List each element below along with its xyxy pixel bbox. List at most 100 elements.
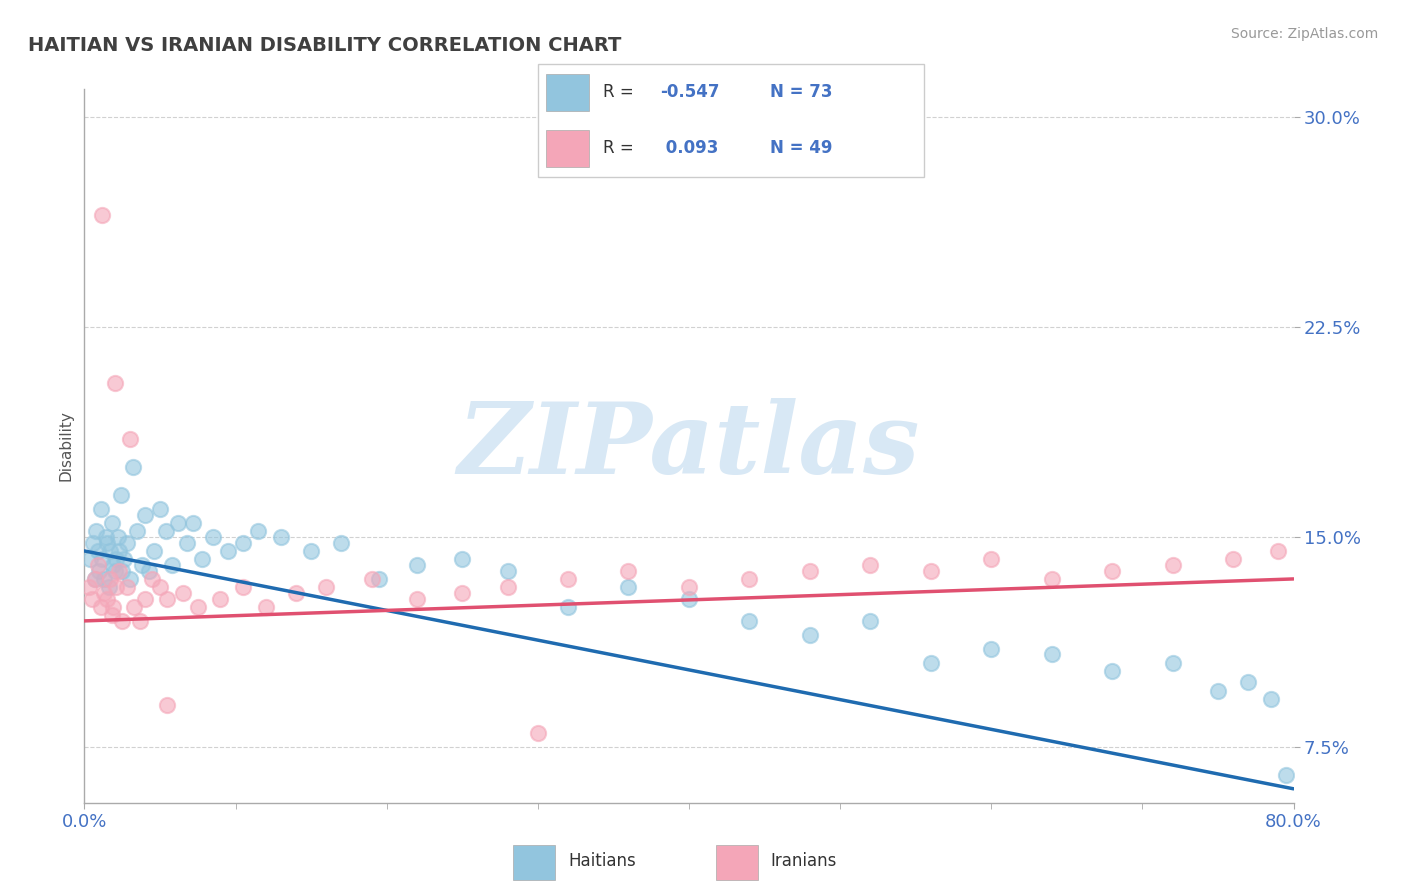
Point	[101, 599, 124, 614]
Point	[93, 586, 115, 600]
Point	[859, 614, 882, 628]
Text: Haitians: Haitians	[568, 852, 636, 870]
Point	[176, 535, 198, 549]
Point	[451, 552, 474, 566]
Point	[1267, 544, 1289, 558]
Point	[799, 628, 821, 642]
Y-axis label: Disability: Disability	[58, 410, 73, 482]
Point	[104, 376, 127, 390]
Point	[172, 586, 194, 600]
Point	[557, 572, 579, 586]
Point	[1040, 572, 1063, 586]
Point	[112, 552, 135, 566]
Point	[94, 530, 117, 544]
Point	[201, 530, 224, 544]
Point	[920, 564, 942, 578]
Point	[191, 552, 214, 566]
Point	[110, 488, 132, 502]
Text: R =: R =	[603, 83, 640, 101]
Point	[617, 564, 640, 578]
FancyBboxPatch shape	[546, 74, 589, 112]
Text: 0.093: 0.093	[661, 138, 718, 157]
Point	[149, 502, 172, 516]
Point	[557, 599, 579, 614]
Point	[330, 535, 353, 549]
Point	[209, 591, 232, 606]
Point	[108, 564, 131, 578]
Point	[91, 208, 114, 222]
Point	[155, 524, 177, 539]
Point	[406, 558, 429, 572]
Text: -0.547: -0.547	[661, 83, 720, 101]
Point	[920, 656, 942, 670]
Point	[167, 516, 190, 530]
Point	[105, 580, 128, 594]
Point	[181, 516, 204, 530]
Point	[104, 564, 127, 578]
Point	[678, 580, 700, 594]
Point	[799, 564, 821, 578]
Point	[101, 558, 124, 572]
Point	[93, 572, 115, 586]
Point	[141, 572, 163, 586]
Point	[115, 580, 138, 594]
Text: N = 73: N = 73	[770, 83, 832, 101]
Point	[122, 599, 145, 614]
Point	[97, 580, 120, 594]
FancyBboxPatch shape	[513, 845, 555, 880]
Text: Iranians: Iranians	[770, 852, 837, 870]
Text: N = 49: N = 49	[770, 138, 832, 157]
Point	[127, 524, 149, 539]
Point	[111, 614, 134, 628]
Text: Source: ZipAtlas.com: Source: ZipAtlas.com	[1230, 27, 1378, 41]
Point	[129, 614, 152, 628]
Point	[496, 580, 519, 594]
Point	[1040, 648, 1063, 662]
Point	[232, 580, 254, 594]
Point	[217, 544, 239, 558]
Point	[368, 572, 391, 586]
Point	[859, 558, 882, 572]
Point	[111, 564, 134, 578]
Point	[108, 544, 131, 558]
Point	[96, 591, 118, 606]
Point	[315, 580, 337, 594]
Point	[1161, 656, 1184, 670]
Point	[496, 564, 519, 578]
Point	[77, 580, 100, 594]
Point	[98, 544, 121, 558]
Point	[91, 552, 114, 566]
Point	[1101, 665, 1123, 679]
Point	[107, 530, 129, 544]
Text: ZIPatlas: ZIPatlas	[458, 398, 920, 494]
Point	[156, 698, 179, 712]
Text: R =: R =	[603, 138, 640, 157]
Point	[89, 564, 111, 578]
Point	[187, 599, 209, 614]
Point	[980, 552, 1002, 566]
Point	[86, 524, 108, 539]
Point	[247, 524, 270, 539]
Point	[299, 544, 322, 558]
FancyBboxPatch shape	[546, 129, 589, 167]
Point	[84, 572, 107, 586]
Point	[90, 502, 112, 516]
Point	[1101, 564, 1123, 578]
Point	[100, 608, 122, 623]
Point	[90, 599, 112, 614]
Point	[118, 572, 141, 586]
Point	[121, 460, 143, 475]
Point	[1237, 675, 1260, 690]
Point	[79, 552, 101, 566]
Point	[1260, 692, 1282, 706]
Point	[270, 530, 292, 544]
Point	[1222, 552, 1244, 566]
Point	[80, 591, 103, 606]
Point	[360, 572, 382, 586]
Point	[617, 580, 640, 594]
Point	[142, 544, 165, 558]
Point	[451, 586, 474, 600]
Point	[118, 432, 141, 446]
Text: HAITIAN VS IRANIAN DISABILITY CORRELATION CHART: HAITIAN VS IRANIAN DISABILITY CORRELATIO…	[28, 36, 621, 54]
Point	[1275, 768, 1298, 782]
